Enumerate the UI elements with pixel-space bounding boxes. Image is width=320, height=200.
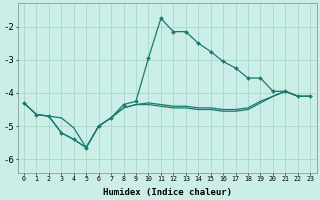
X-axis label: Humidex (Indice chaleur): Humidex (Indice chaleur)	[103, 188, 232, 197]
